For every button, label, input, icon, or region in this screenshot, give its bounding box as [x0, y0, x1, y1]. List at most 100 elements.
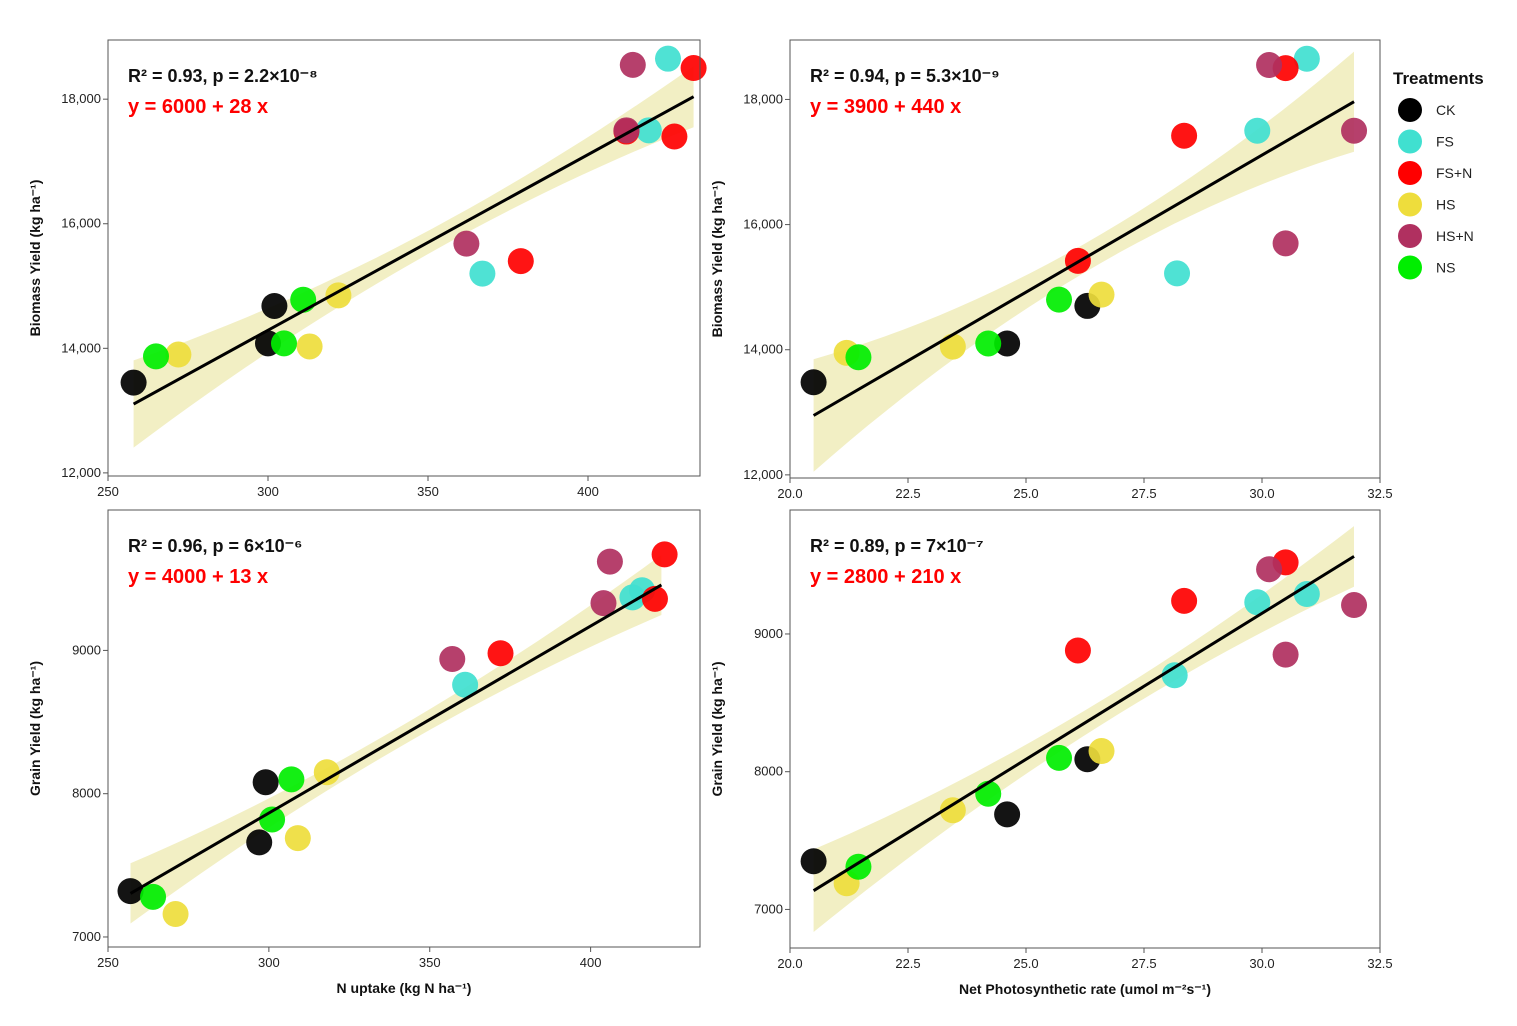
- data-point-hs: [1088, 738, 1115, 765]
- data-point-ns: [271, 330, 297, 357]
- x-tick-label: 350: [417, 484, 439, 499]
- data-point-fs-plus-n: [651, 541, 678, 568]
- data-point-ck: [261, 292, 288, 319]
- y-axis-title: Biomass Yield (kg ha⁻¹): [27, 180, 43, 337]
- x-tick-label: 20.0: [777, 956, 802, 971]
- data-point-fs: [1244, 589, 1271, 616]
- legend-label: FS: [1436, 134, 1454, 150]
- y-tick-label: 8000: [754, 764, 783, 779]
- legend-swatch-fs: [1398, 129, 1422, 154]
- legend-swatch-hs: [1398, 192, 1422, 217]
- data-point-hs: [296, 333, 323, 360]
- x-tick-label: 30.0: [1249, 956, 1274, 971]
- y-tick-label: 9000: [72, 642, 101, 657]
- x-tick-label: 400: [580, 955, 602, 970]
- stats-annotation: R² = 0.93, p = 2.2×10⁻⁸: [128, 66, 318, 86]
- x-tick-label: 27.5: [1131, 956, 1156, 971]
- legend-title: Treatments: [1393, 69, 1484, 88]
- plot-frame: [789, 509, 1381, 949]
- data-point-fs-plus-n: [661, 123, 688, 150]
- y-tick-label: 18,000: [61, 91, 101, 106]
- regression-equation: y = 2800 + 210 x: [810, 566, 961, 588]
- y-tick-label: 7000: [754, 901, 783, 916]
- data-point-hs: [284, 825, 311, 852]
- legend-swatch-ns: [1398, 255, 1422, 280]
- data-point-hs: [165, 341, 192, 368]
- data-point-ns: [975, 330, 1002, 357]
- data-point-ns: [1046, 744, 1073, 771]
- y-tick-label: 14,000: [61, 340, 101, 355]
- data-point-ck: [252, 769, 279, 796]
- stats-annotation: R² = 0.96, p = 6×10⁻⁶: [128, 536, 302, 556]
- x-tick-label: 25.0: [1013, 486, 1038, 501]
- data-point-fs: [469, 260, 496, 287]
- data-point-ns: [1046, 286, 1073, 313]
- data-point-hs: [1088, 281, 1115, 308]
- data-point-hs: [313, 759, 340, 786]
- data-point-fs: [1161, 662, 1188, 689]
- data-point-hs-plus-n: [453, 230, 480, 257]
- x-tick-label: 300: [257, 484, 279, 499]
- data-point-fs-plus-n: [487, 640, 514, 667]
- y-tick-label: 12,000: [61, 465, 101, 480]
- data-point-hs-plus-n: [1341, 592, 1368, 619]
- legend-swatch-hs-plus-n: [1398, 224, 1422, 248]
- x-tick-label: 27.5: [1131, 486, 1156, 501]
- data-point-ns: [845, 344, 872, 371]
- regression-line: [129, 583, 663, 895]
- y-tick-label: 8000: [72, 786, 101, 801]
- x-tick-label: 250: [97, 955, 119, 970]
- chart-panel-b: 20.0 22.5 25.0 27.5 30.0 32.5 12,000 14,000 16,0…: [709, 39, 1393, 501]
- x-tick-label: 20.0: [777, 486, 802, 501]
- legend-swatch-ck: [1398, 98, 1422, 122]
- data-point-hs-plus-n: [590, 590, 617, 617]
- plot-frame: [107, 509, 701, 948]
- x-tick-label: 300: [258, 955, 280, 970]
- data-point-hs-plus-n: [619, 51, 646, 78]
- x-tick-label: 400: [577, 484, 599, 499]
- data-point-hs-plus-n: [596, 548, 623, 575]
- y-tick-label: 14,000: [743, 342, 783, 357]
- confidence-band: [813, 526, 1354, 932]
- data-point-ck: [994, 801, 1021, 828]
- y-axis-title: Grain Yield (kg ha⁻¹): [709, 662, 725, 797]
- data-point-hs: [162, 901, 189, 928]
- data-point-ns: [278, 766, 305, 793]
- data-point-fs: [452, 671, 479, 698]
- regression-equation: y = 4000 + 13 x: [128, 566, 268, 588]
- y-tick-label: 18,000: [743, 91, 783, 106]
- x-tick-label: 22.5: [895, 486, 920, 501]
- data-point-ns: [140, 883, 167, 910]
- data-point-fs: [1244, 117, 1271, 144]
- data-point-fs-plus-n: [680, 55, 707, 82]
- data-point-ns: [975, 780, 1002, 807]
- data-point-hs-plus-n: [439, 646, 466, 673]
- data-point-hs-plus-n: [1256, 556, 1283, 583]
- data-point-hs-plus-n: [1272, 230, 1299, 257]
- legend-swatch-fs-plus-n: [1398, 161, 1422, 185]
- data-point-ck: [120, 369, 147, 396]
- y-tick-label: 7000: [72, 929, 101, 944]
- data-point-fs: [1293, 45, 1320, 72]
- x-tick-label: 250: [97, 484, 119, 499]
- data-point-hs-plus-n: [1272, 641, 1299, 668]
- data-point-ck: [800, 369, 827, 396]
- y-tick-label: 12,000: [743, 467, 783, 482]
- legend-label: FS+N: [1436, 165, 1472, 181]
- y-axis-title: Biomass Yield (kg ha⁻¹): [709, 181, 725, 338]
- legend: Treatments CK FS FS+N HS HS+N NS: [1393, 69, 1484, 280]
- data-point-hs: [939, 797, 966, 824]
- chart-panel-a: 250 300 350 400 12,000 14,000 16,000 18,000 Biom…: [27, 39, 707, 499]
- stats-annotation: R² = 0.89, p = 7×10⁻⁷: [810, 536, 984, 556]
- data-point-fs-plus-n: [1171, 122, 1198, 149]
- regression-line: [812, 555, 1355, 892]
- data-point-ns: [259, 806, 286, 833]
- data-point-fs: [1293, 581, 1320, 608]
- plot-frame: [107, 39, 701, 477]
- y-tick-label: 9000: [754, 626, 783, 641]
- data-point-ns: [143, 343, 169, 370]
- stats-annotation: R² = 0.94, p = 5.3×10⁻⁹: [810, 66, 1000, 86]
- plot-frame: [789, 39, 1381, 479]
- chart-panel-c: 250 300 350 400 7000 8000 9000 Grain Yield (kg …: [27, 509, 701, 996]
- data-point-ck: [246, 829, 273, 856]
